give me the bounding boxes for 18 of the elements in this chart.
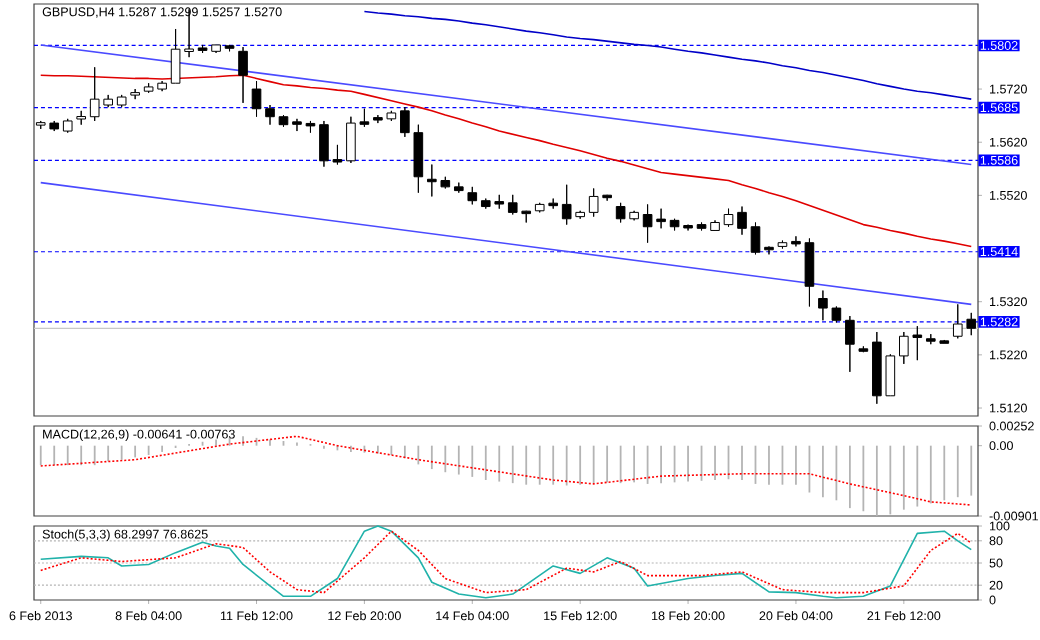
candlestick: [737, 206, 747, 236]
candlestick: [265, 104, 275, 126]
candlestick: [130, 88, 140, 100]
candlestick: [76, 110, 87, 126]
candlestick: [224, 44, 235, 52]
candlestick: [238, 46, 248, 104]
candlestick: [845, 315, 855, 373]
candlestick: [777, 240, 788, 250]
candlestick: [251, 80, 262, 118]
candlestick: [278, 114, 289, 128]
candlestick: [62, 118, 73, 134]
candlestick: [467, 186, 478, 205]
candlestick: [453, 182, 464, 194]
candlestick: [764, 245, 774, 255]
candlestick: [723, 208, 734, 228]
candlestick: [116, 94, 127, 108]
candlestick: [858, 345, 869, 353]
candlestick: [750, 221, 761, 255]
